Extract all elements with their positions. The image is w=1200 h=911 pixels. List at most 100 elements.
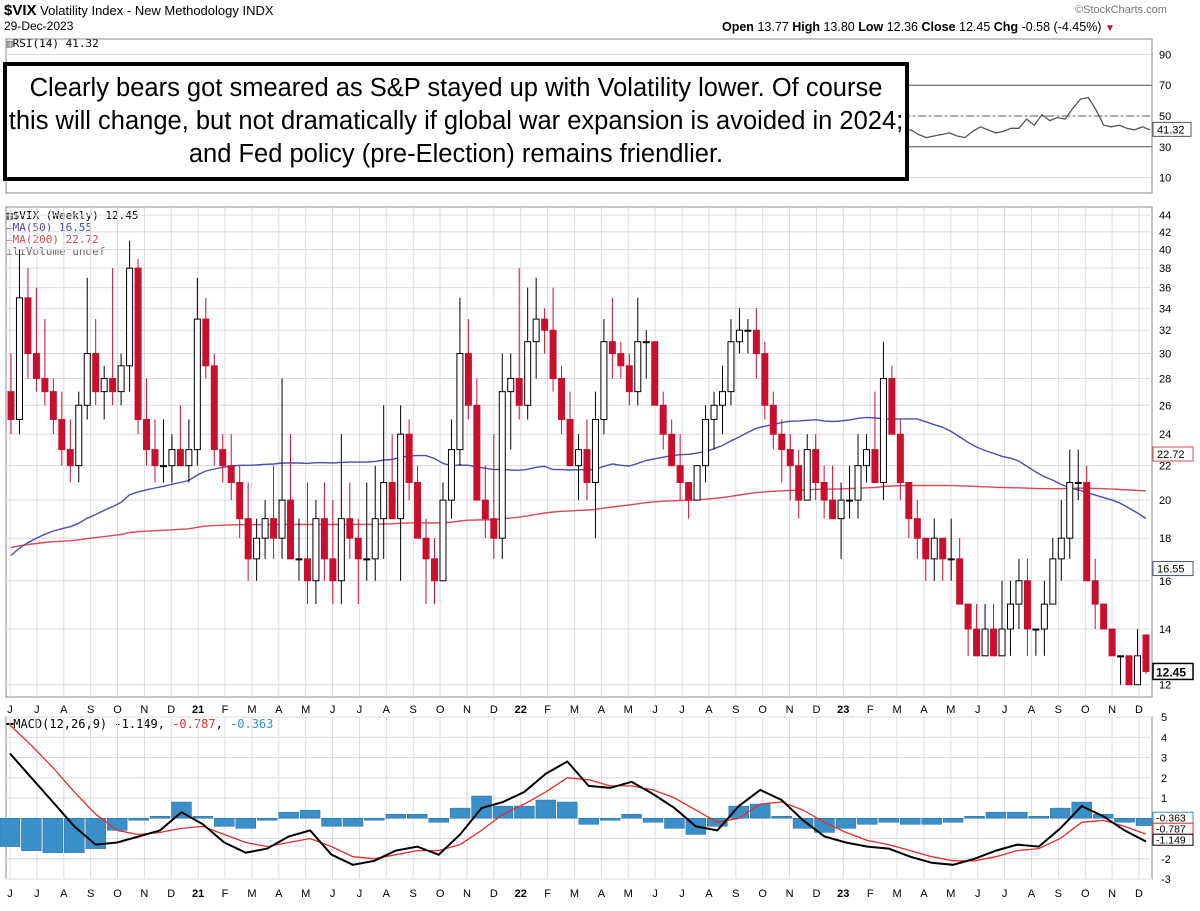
candle-body [558, 377, 566, 420]
price-tick-label: 24 [1159, 429, 1171, 441]
macd-x-tick-label: 23 [837, 888, 849, 900]
x-tick-label: S [732, 704, 739, 716]
price-tick-label: 38 [1159, 263, 1171, 275]
x-tick-label: M [570, 704, 579, 716]
candle-body [431, 558, 439, 582]
candle-body [159, 465, 167, 468]
candle-body [625, 365, 633, 393]
histogram-bar [535, 799, 557, 819]
candle-body [879, 377, 887, 483]
candle-body [1108, 628, 1116, 657]
candle-body [481, 499, 489, 520]
x-tick-label: F [867, 704, 874, 716]
candle-body [83, 353, 91, 406]
candle-body [219, 449, 227, 467]
x-tick-label: O [1081, 704, 1090, 716]
macd-line [9, 752, 1147, 866]
candle-body [287, 499, 295, 560]
candle-body [820, 481, 828, 501]
close-last-box [1152, 662, 1194, 681]
candle-body [651, 341, 659, 406]
histogram-bar [1114, 818, 1135, 823]
candle-body [905, 481, 913, 520]
ma200-line-icon: — [6, 233, 13, 246]
candle-body [58, 418, 66, 451]
x-tick-label: D [490, 704, 498, 716]
macd-x-tick-label: J [34, 888, 40, 900]
candle-body [702, 418, 710, 467]
ma50-last-value: 16.55 [1157, 564, 1185, 576]
candle-body [464, 353, 472, 406]
macd-tick-label: 4 [1161, 732, 1167, 744]
histogram-bar [0, 818, 21, 847]
histogram-bar [21, 818, 42, 851]
candle-body [973, 628, 981, 657]
candle-body [812, 449, 820, 483]
price-tick-label: 36 [1159, 283, 1171, 295]
x-tick-label: J [652, 704, 658, 716]
candle-body [761, 353, 769, 406]
close-last-value: 12.45 [1156, 665, 1186, 679]
x-tick-label: D [812, 704, 820, 716]
candle-body [397, 433, 405, 520]
price-tick-label: 32 [1159, 325, 1171, 337]
candle-body [346, 518, 354, 539]
x-tick-label: M [946, 704, 955, 716]
histogram-bar [492, 805, 514, 819]
x-tick-label: A [1028, 704, 1036, 716]
candle-body [786, 449, 794, 467]
histogram-bar [235, 818, 256, 829]
macd-x-tick-label: N [786, 888, 794, 900]
candle-body [990, 628, 998, 657]
candle-body [752, 329, 760, 355]
macd-x-tick-label: J [7, 888, 13, 900]
macd-x-tick-label: D [1135, 888, 1143, 900]
macd-x-tick-label: S [732, 888, 739, 900]
candle-body [456, 353, 464, 451]
candle-body [143, 418, 151, 451]
macd-x-tick-label: J [679, 888, 685, 900]
exchange: INDX [242, 3, 274, 18]
price-tick-label: 14 [1159, 624, 1171, 636]
candle-body [1125, 655, 1133, 686]
histogram-last-value: -0.363 [1156, 812, 1186, 824]
candle-body [507, 377, 515, 393]
candle-body [422, 537, 430, 560]
histogram-bar [321, 818, 342, 827]
candle-body [854, 465, 862, 501]
histogram-bar [299, 809, 321, 819]
histogram-bar [149, 815, 171, 819]
candle-body [532, 318, 540, 343]
macd-tick-label: 3 [1161, 753, 1167, 765]
candle-body [380, 481, 388, 520]
price-tick-label: 26 [1159, 400, 1171, 412]
candle-body [896, 433, 904, 483]
candle-body [947, 558, 955, 561]
candle-body [1023, 580, 1031, 630]
histogram-bar [664, 818, 685, 829]
price-tick-label: 28 [1159, 373, 1171, 385]
histogram-bar [385, 813, 407, 819]
histogram-bar [599, 818, 621, 821]
x-tick-label: A [383, 704, 391, 716]
candle-body [608, 341, 616, 355]
rsi-tick-label: 10 [1159, 173, 1171, 185]
candle-body [32, 353, 40, 379]
index-name: Volatility Index - New Methodology [40, 3, 239, 18]
macd-x-tick-label: N [1108, 888, 1116, 900]
candle-body [439, 499, 447, 582]
down-arrow-icon: ▼ [1104, 23, 1115, 34]
candle-body [447, 449, 455, 501]
macd-x-tick-label: N [463, 888, 471, 900]
histogram-bar [449, 807, 471, 819]
candle-body [778, 433, 786, 451]
rsi-legend: ▥RSI(14) 41.32 [6, 37, 99, 50]
histogram-bar [128, 818, 149, 821]
macd-x-tick-label: J [357, 888, 363, 900]
macd-x-tick-label: D [812, 888, 820, 900]
macd-x-tick-label: A [275, 888, 283, 900]
candle-body [49, 391, 57, 420]
candle-body [939, 537, 947, 560]
x-tick-label: A [920, 704, 928, 716]
candle-body [261, 518, 269, 539]
